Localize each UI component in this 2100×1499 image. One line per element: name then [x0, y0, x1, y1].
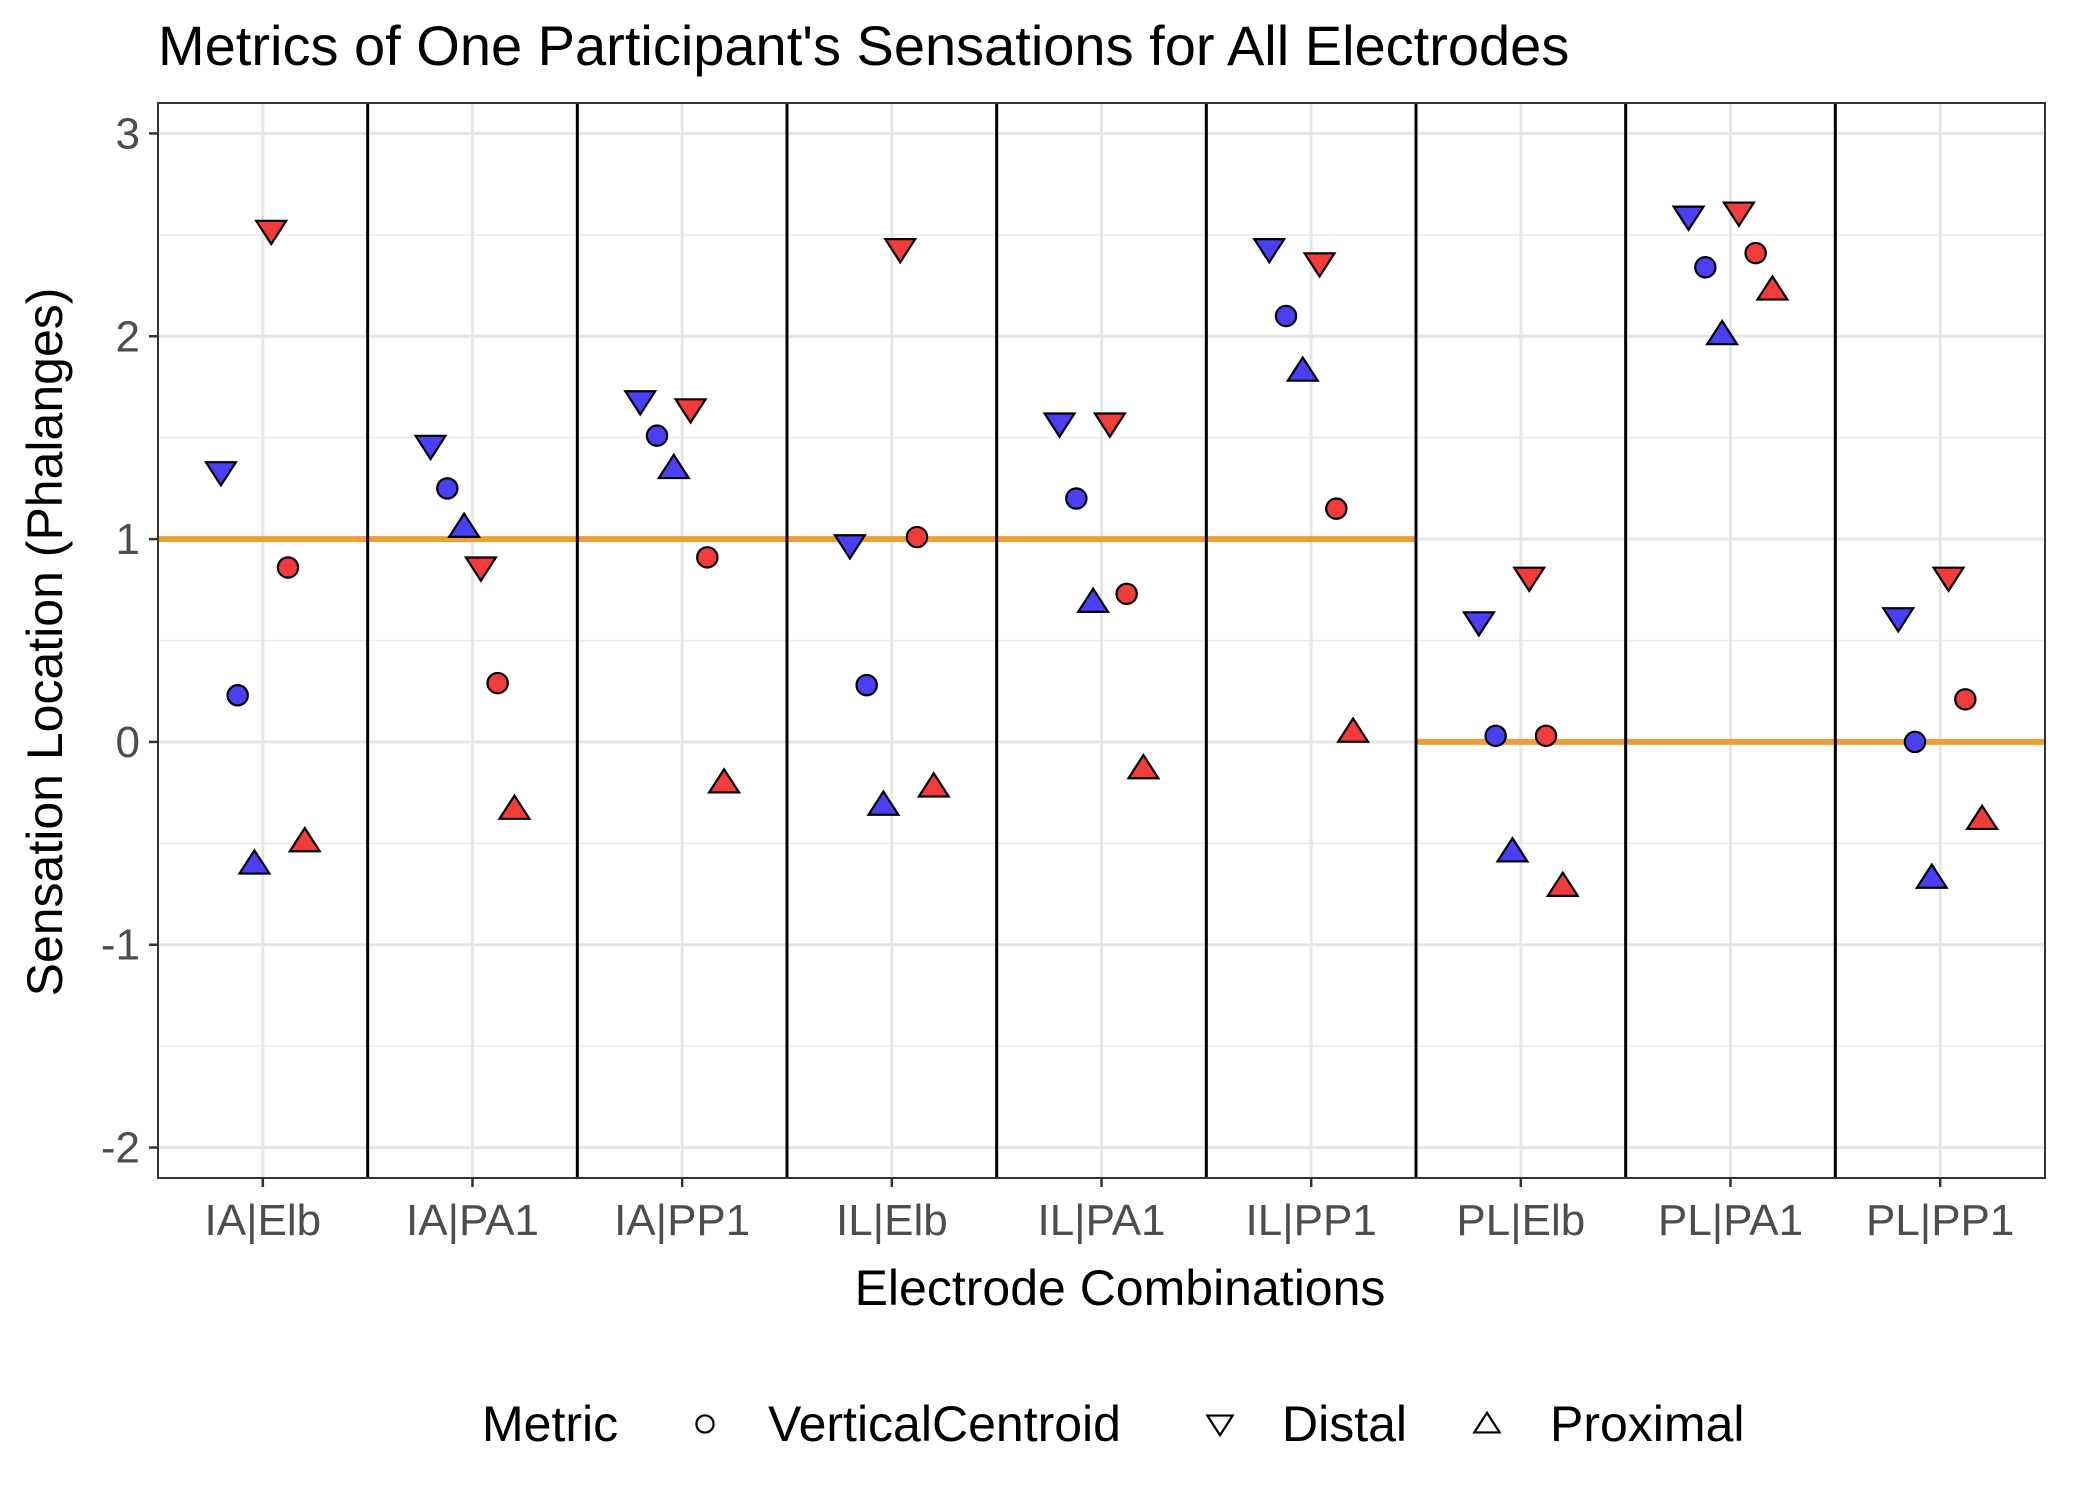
x-axis-title: Electrode Combinations	[855, 1260, 1386, 1316]
data-point	[656, 452, 691, 480]
data-point	[832, 534, 867, 561]
x-tick-label: PL|Elb	[1456, 1196, 1585, 1245]
x-tick-label: IL|PA1	[1037, 1196, 1165, 1245]
data-point	[623, 390, 658, 417]
data-point	[1252, 237, 1287, 265]
data-point	[1545, 870, 1580, 897]
legend-key-triangle-down	[1205, 1414, 1235, 1438]
data-point	[497, 793, 532, 820]
x-tick-label: IA|Elb	[205, 1196, 322, 1245]
legend-key-triangle-up	[1472, 1410, 1502, 1434]
data-point	[436, 477, 459, 500]
data-point	[413, 434, 448, 462]
data-point	[1302, 252, 1337, 279]
data-point	[1671, 205, 1706, 232]
data-point	[1274, 304, 1298, 328]
data-point	[1744, 241, 1767, 265]
data-point	[1285, 355, 1320, 382]
data-point	[1076, 586, 1111, 614]
x-tick-label: IL|Elb	[836, 1196, 948, 1245]
data-point	[486, 671, 509, 695]
y-tick-label: -2	[101, 1124, 140, 1173]
data-point	[1115, 582, 1138, 606]
chart-title: Metrics of One Participant's Sensations …	[158, 14, 1569, 77]
y-tick-label: 0	[116, 718, 140, 767]
data-point	[883, 237, 918, 265]
data-point	[1534, 724, 1558, 748]
data-point	[276, 556, 300, 579]
x-tick-label: PL|PA1	[1658, 1196, 1803, 1245]
data-point	[707, 767, 742, 794]
x-tick-label: IA|PA1	[406, 1196, 539, 1245]
data-point	[463, 556, 498, 583]
legend-label: Proximal	[1550, 1396, 1744, 1452]
data-point	[1126, 752, 1161, 780]
y-axis-title: Sensation Location (Phalanges)	[17, 288, 73, 997]
y-axis: 3 2 1 0 -1 -2	[101, 109, 158, 1173]
data-point	[226, 684, 249, 707]
data-point	[1705, 318, 1740, 346]
legend-key-circle	[695, 1414, 715, 1434]
data-point	[1931, 566, 1966, 593]
y-tick-label: 3	[116, 109, 140, 158]
y-tick-label: 1	[116, 515, 140, 564]
data-point	[866, 789, 901, 816]
data-point	[1755, 274, 1790, 301]
data-point	[645, 424, 669, 447]
data-point	[1484, 724, 1507, 748]
data-point	[1881, 607, 1916, 634]
data-point	[1903, 730, 1927, 754]
data-point	[447, 511, 482, 538]
major-gridlines	[158, 103, 2045, 1178]
data-point	[855, 673, 878, 697]
x-tick-label: IA|PP1	[614, 1196, 750, 1245]
legend-title: Metric	[482, 1396, 618, 1452]
x-tick-label: IL|PP1	[1246, 1196, 1377, 1245]
legend: Metric VerticalCentroid Distal Proximal	[482, 1396, 1744, 1452]
x-tick-label: PL|PP1	[1866, 1196, 2014, 1245]
data-point	[696, 546, 719, 569]
data-point	[1512, 566, 1547, 593]
y-tick-label: -1	[101, 921, 140, 970]
data-point	[1042, 412, 1077, 439]
data-point	[203, 461, 238, 488]
legend-label: Distal	[1282, 1396, 1407, 1452]
data-point	[1325, 497, 1348, 520]
data-point	[1495, 836, 1530, 863]
data-point	[1914, 862, 1949, 889]
y-tick-label: 2	[116, 312, 140, 361]
data-point	[1954, 688, 1977, 711]
data-point	[1065, 487, 1088, 510]
data-point	[1461, 611, 1496, 638]
legend-label: VerticalCentroid	[768, 1396, 1121, 1452]
data-point	[254, 219, 289, 247]
data-point	[1092, 412, 1127, 439]
data-point	[1965, 803, 2000, 831]
x-axis: IA|Elb IA|PA1 IA|PP1 IL|Elb IL|PA1 IL|PP1 PL|E…	[205, 1178, 2014, 1245]
facet-separators	[366, 103, 1837, 1178]
data-point	[1336, 716, 1371, 743]
data-point	[905, 525, 929, 549]
data-point	[287, 826, 322, 853]
data-point	[1694, 256, 1717, 279]
data-point	[1721, 201, 1756, 228]
data-point	[673, 398, 708, 425]
data-points	[203, 201, 2000, 897]
data-point	[916, 771, 951, 798]
reference-lines	[158, 536, 2045, 745]
data-point	[237, 848, 272, 875]
